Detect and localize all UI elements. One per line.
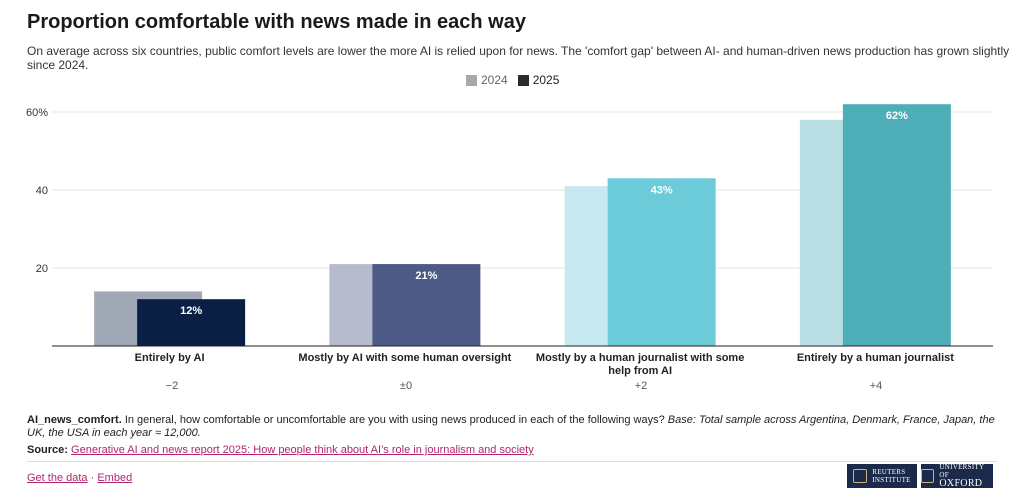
oxford-crest-icon (921, 469, 935, 483)
difference-label: +4 (869, 380, 883, 392)
x-category-label: Entirely by AI (135, 352, 205, 364)
bar-2025 (137, 299, 246, 346)
difference-label: −2 (165, 380, 179, 392)
reuters-logo-line2: INSTITUTE (872, 476, 911, 484)
question-base: Base: Total sample across Argentina, Den… (27, 414, 995, 439)
data-label-2025: 12% (180, 305, 202, 317)
chart-title: Proportion comfortable with news made in… (27, 11, 526, 33)
y-tick-label: 40 (36, 185, 48, 197)
reuters-logo-line1: REUTERS (872, 468, 906, 476)
legend-item-2025[interactable]: 2025 (517, 73, 560, 87)
data-label-2025: 62% (886, 110, 908, 122)
y-tick-label: 20 (36, 263, 48, 275)
x-category-label: Mostly by AI with some human oversight (298, 352, 511, 364)
y-tick-label: 60% (26, 107, 48, 119)
footer-links: Get the data · Embed (27, 472, 132, 484)
bar-2025 (372, 264, 481, 346)
chart-subtitle: On average across six countries, public … (27, 44, 1010, 72)
difference-label: +2 (634, 380, 648, 392)
bar-2025 (607, 178, 716, 346)
x-category-label: Mostly by a human journalist with some (536, 352, 744, 364)
difference-label: ±0 (399, 380, 413, 392)
x-category-label: Entirely by a human journalist (797, 352, 954, 364)
reuters-institute-logo[interactable]: REUTERS INSTITUTE (847, 464, 917, 488)
legend-item-2024[interactable]: 2024 (466, 73, 508, 87)
oxford-logo-line1: UNIVERSITY OF (939, 463, 985, 479)
source-label: Source: (27, 444, 68, 456)
embed-link[interactable]: Embed (97, 472, 133, 484)
data-label-2025: 43% (651, 184, 673, 196)
data-label-2025: 21% (415, 270, 437, 282)
legend-swatch-2024 (466, 74, 477, 86)
question-id: AI_news_comfort. (27, 414, 122, 426)
oxford-logo[interactable]: UNIVERSITY OF OXFORD (921, 463, 993, 489)
source-note: Source: Generative AI and news report 20… (27, 444, 534, 456)
legend-label-2025: 2025 (532, 73, 560, 87)
bar-chart: 20 40 60% 12% Entirely by AI 21% Mostly by AI … (26, 104, 993, 377)
x-category-label: help from AI (608, 365, 672, 377)
source-link[interactable]: Generative AI and news report 2025: How … (71, 444, 534, 456)
legend-label-2024: 2024 (481, 73, 508, 87)
oxford-logo-line2: OXFORD (939, 478, 983, 489)
reuters-emblem-icon (853, 469, 868, 483)
bar-2025 (842, 104, 951, 346)
get-data-link[interactable]: Get the data (27, 472, 88, 484)
footer-divider (27, 461, 997, 462)
legend: 2024 2025 (466, 73, 559, 87)
legend-swatch-2025 (517, 74, 529, 86)
question-text: In general, how comfortable or uncomfort… (124, 414, 665, 426)
question-note: AI_news_comfort. In general, how comfort… (27, 414, 997, 440)
footer-separator: · (90, 472, 95, 484)
